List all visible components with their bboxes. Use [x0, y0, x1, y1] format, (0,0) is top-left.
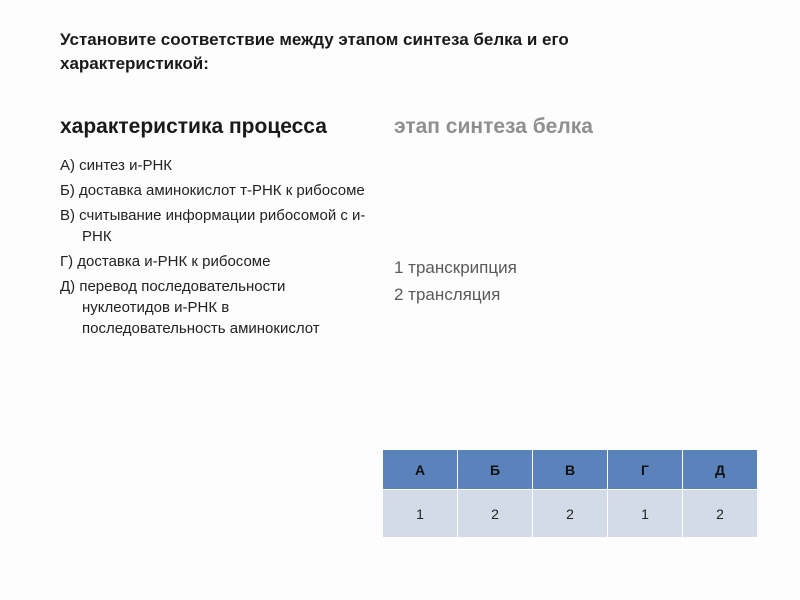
- table-header-cell: Г: [608, 450, 683, 490]
- right-column: этап синтеза белка 1 транскрипция 2 тран…: [394, 114, 750, 343]
- table-answer-cell: 2: [458, 490, 533, 538]
- question-title: Установите соответствие между этапом син…: [60, 28, 750, 76]
- table-header-cell: Б: [458, 450, 533, 490]
- right-list: 1 транскрипция 2 трансляция: [394, 255, 750, 308]
- list-item: Д) перевод последовательности нуклеотидо…: [60, 276, 370, 339]
- list-item: Б) доставка аминокислот т-РНК к рибосоме: [60, 180, 370, 201]
- left-column: характеристика процесса А) синтез и-РНК …: [60, 114, 370, 343]
- table-answer-cell: 2: [533, 490, 608, 538]
- columns-container: характеристика процесса А) синтез и-РНК …: [60, 114, 750, 343]
- left-heading: характеристика процесса: [60, 114, 370, 139]
- list-item: А) синтез и-РНК: [60, 155, 370, 176]
- table-header-row: А Б В Г Д: [383, 450, 758, 490]
- table-answer-cell: 1: [608, 490, 683, 538]
- table-answer-row: 1 2 2 1 2: [383, 490, 758, 538]
- table-header-cell: Д: [683, 450, 758, 490]
- list-item: 2 трансляция: [394, 282, 750, 308]
- table-header-cell: А: [383, 450, 458, 490]
- answer-table: А Б В Г Д 1 2 2 1 2: [382, 449, 758, 538]
- left-list: А) синтез и-РНК Б) доставка аминокислот …: [60, 155, 370, 339]
- table-header-cell: В: [533, 450, 608, 490]
- list-item: Г) доставка и-РНК к рибосоме: [60, 251, 370, 272]
- list-item: В) считывание информации рибосомой с и-Р…: [60, 205, 370, 247]
- list-item: 1 транскрипция: [394, 255, 750, 281]
- table-answer-cell: 1: [383, 490, 458, 538]
- table-answer-cell: 2: [683, 490, 758, 538]
- right-heading: этап синтеза белка: [394, 114, 750, 139]
